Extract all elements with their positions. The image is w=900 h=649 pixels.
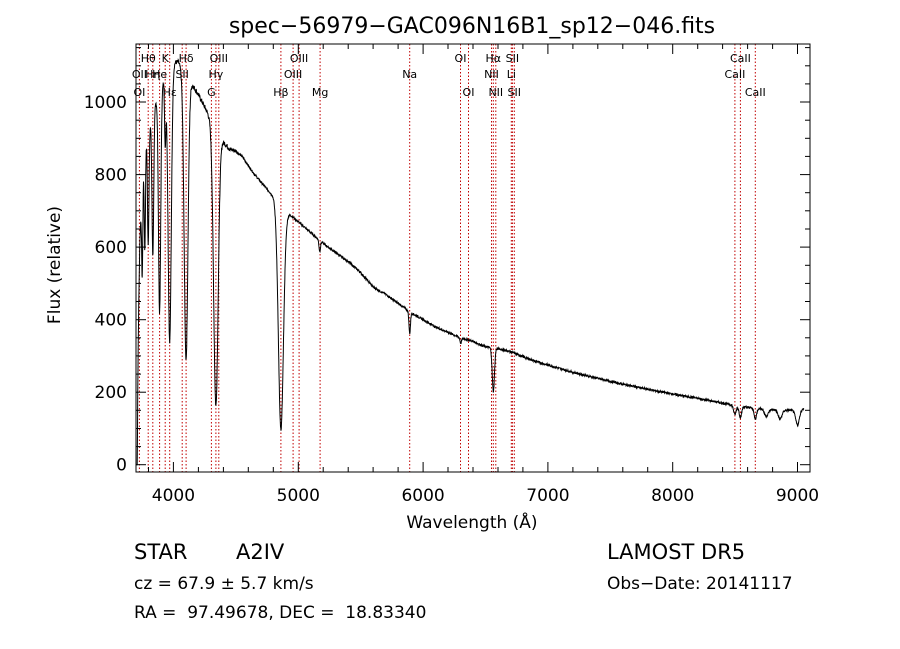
line-labels: Hθ HηK Hδ OIII OIII OI Hα SII CaII OII He SII Hγ OIII… <box>132 52 766 99</box>
line-label: NII <box>488 86 503 99</box>
line-label: OI <box>455 52 467 65</box>
line-label: Hβ <box>273 86 288 99</box>
line-label: Hγ <box>209 68 224 81</box>
line-label: CaII <box>730 52 751 65</box>
line-label: CaII <box>745 86 766 99</box>
object-subclass: A2IV <box>236 540 285 564</box>
x-tick-label: 4000 <box>152 486 195 506</box>
line-label: OIII <box>290 52 308 65</box>
y-tick-label: 0 <box>116 456 127 476</box>
line-markers <box>138 44 756 472</box>
y-tick-label: 600 <box>95 238 127 258</box>
line-label: Hθ <box>141 52 156 65</box>
axis-ticks <box>136 44 810 472</box>
line-label: OIII <box>284 68 302 81</box>
x-tick-label: 9000 <box>776 486 819 506</box>
chart-title: spec−56979−GAC096N16B1_sp12−046.fits <box>229 14 715 39</box>
line-label: OI <box>463 86 475 99</box>
line-label: He <box>152 68 167 81</box>
line-label: Na <box>402 68 417 81</box>
line-label: CaII <box>724 68 745 81</box>
redshift-cz: cz = 67.9 ± 5.7 km/s <box>134 574 314 594</box>
survey-name: LAMOST DR5 <box>607 540 746 564</box>
y-tick-label: 800 <box>95 166 127 186</box>
x-tick-label: 6000 <box>401 486 444 506</box>
line-label: Hη <box>145 68 160 81</box>
line-label: OII <box>132 68 147 81</box>
plot-frame <box>135 43 811 473</box>
line-label: OI <box>133 86 145 99</box>
object-class: STAR <box>134 540 188 564</box>
y-axis-label: Flux (relative) <box>45 206 65 324</box>
x-tick-label: 5000 <box>277 486 320 506</box>
line-label: Hα <box>486 52 502 65</box>
observation-date: Obs−Date: 20141117 <box>607 574 793 594</box>
line-label: Mg <box>312 86 328 99</box>
line-label: OIII <box>210 52 228 65</box>
line-label: Li <box>507 68 516 81</box>
y-tick-label: 1000 <box>84 93 127 113</box>
line-label: SII <box>506 52 519 65</box>
line-label: Hδ <box>179 52 194 65</box>
spectrum-line <box>136 58 805 466</box>
line-label: SII <box>508 86 521 99</box>
line-label: K <box>162 52 170 65</box>
line-label: Hε <box>163 86 177 99</box>
line-label: NII <box>484 68 499 81</box>
x-axis-label: Wavelength (Å) <box>406 511 537 533</box>
coordinates: RA = 97.49678, DEC = 18.83340 <box>134 603 427 623</box>
line-label: G <box>207 86 216 99</box>
x-tick-labels: 4000 5000 6000 7000 8000 9000 <box>152 486 819 506</box>
y-tick-labels: 0 200 400 600 800 1000 <box>84 93 127 476</box>
x-tick-label: 7000 <box>526 486 569 506</box>
line-label: SII <box>175 68 188 81</box>
x-tick-label: 8000 <box>651 486 694 506</box>
y-tick-label: 200 <box>95 383 127 403</box>
y-tick-label: 400 <box>95 311 127 331</box>
